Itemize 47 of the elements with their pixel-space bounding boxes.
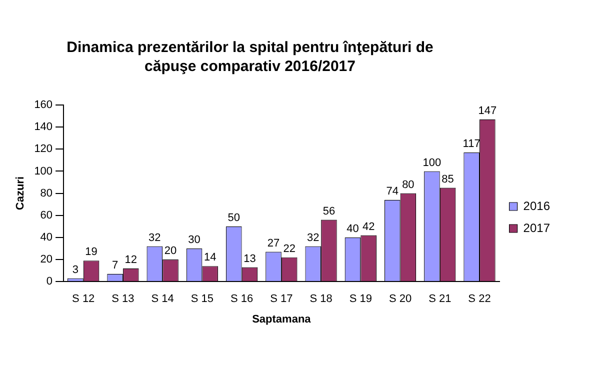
x-tick-label: S 20 <box>388 293 412 306</box>
y-axis-title: Cazuri <box>14 176 27 210</box>
y-tick-label: 20 <box>40 254 53 266</box>
data-label: 3 <box>72 264 78 276</box>
x-axis-title: Saptamana <box>252 313 312 326</box>
x-tick-label: S 22 <box>468 293 491 306</box>
data-label: 7 <box>112 259 118 272</box>
y-tick-label: 0 <box>46 276 53 288</box>
data-label: 40 <box>346 222 359 235</box>
x-tick-label: S 14 <box>151 293 174 306</box>
data-label: 32 <box>148 232 161 244</box>
y-tick-label: 40 <box>40 231 53 244</box>
y-tick-label: 120 <box>34 143 53 156</box>
y-tick-label: 100 <box>34 165 53 178</box>
data-label: 32 <box>306 232 320 244</box>
data-label: 12 <box>124 254 138 266</box>
data-label: 100 <box>422 156 442 169</box>
data-label: 14 <box>204 252 216 264</box>
data-label: 30 <box>188 234 200 246</box>
legend-label: 2016 <box>523 198 550 213</box>
data-label: 20 <box>164 245 177 258</box>
data-label: 80 <box>402 178 414 191</box>
data-label: 22 <box>283 242 296 255</box>
data-label: 74 <box>386 185 398 198</box>
x-tick-label: S 19 <box>349 293 372 306</box>
data-label: 19 <box>85 246 98 258</box>
data-label: 117 <box>462 138 480 150</box>
legend-label: 2017 <box>523 220 550 235</box>
x-tick-label: S 12 <box>72 293 95 306</box>
data-label: 50 <box>228 212 240 224</box>
y-tick-label: 60 <box>40 209 53 222</box>
data-label: 42 <box>362 220 375 233</box>
x-tick-label: S 13 <box>112 293 134 306</box>
x-tick-label: S 15 <box>190 293 214 306</box>
data-label: 27 <box>267 237 280 250</box>
x-tick-label: S 18 <box>310 293 332 306</box>
y-tick-label: 160 <box>34 99 53 112</box>
x-tick-label: S 21 <box>428 293 452 306</box>
y-tick-label: 140 <box>34 121 53 134</box>
x-tick-label: S 17 <box>270 293 293 306</box>
data-label: 85 <box>442 173 454 186</box>
data-label: 147 <box>478 104 497 117</box>
chart-title: Dinamica prezentărilor la spital pentru înţepături de căpuşe comparativ 2016/2017 <box>66 38 434 76</box>
data-label: 56 <box>322 205 336 218</box>
data-label: 13 <box>244 252 256 265</box>
x-tick-label: S 16 <box>230 293 254 306</box>
y-tick-label: 80 <box>40 187 53 200</box>
